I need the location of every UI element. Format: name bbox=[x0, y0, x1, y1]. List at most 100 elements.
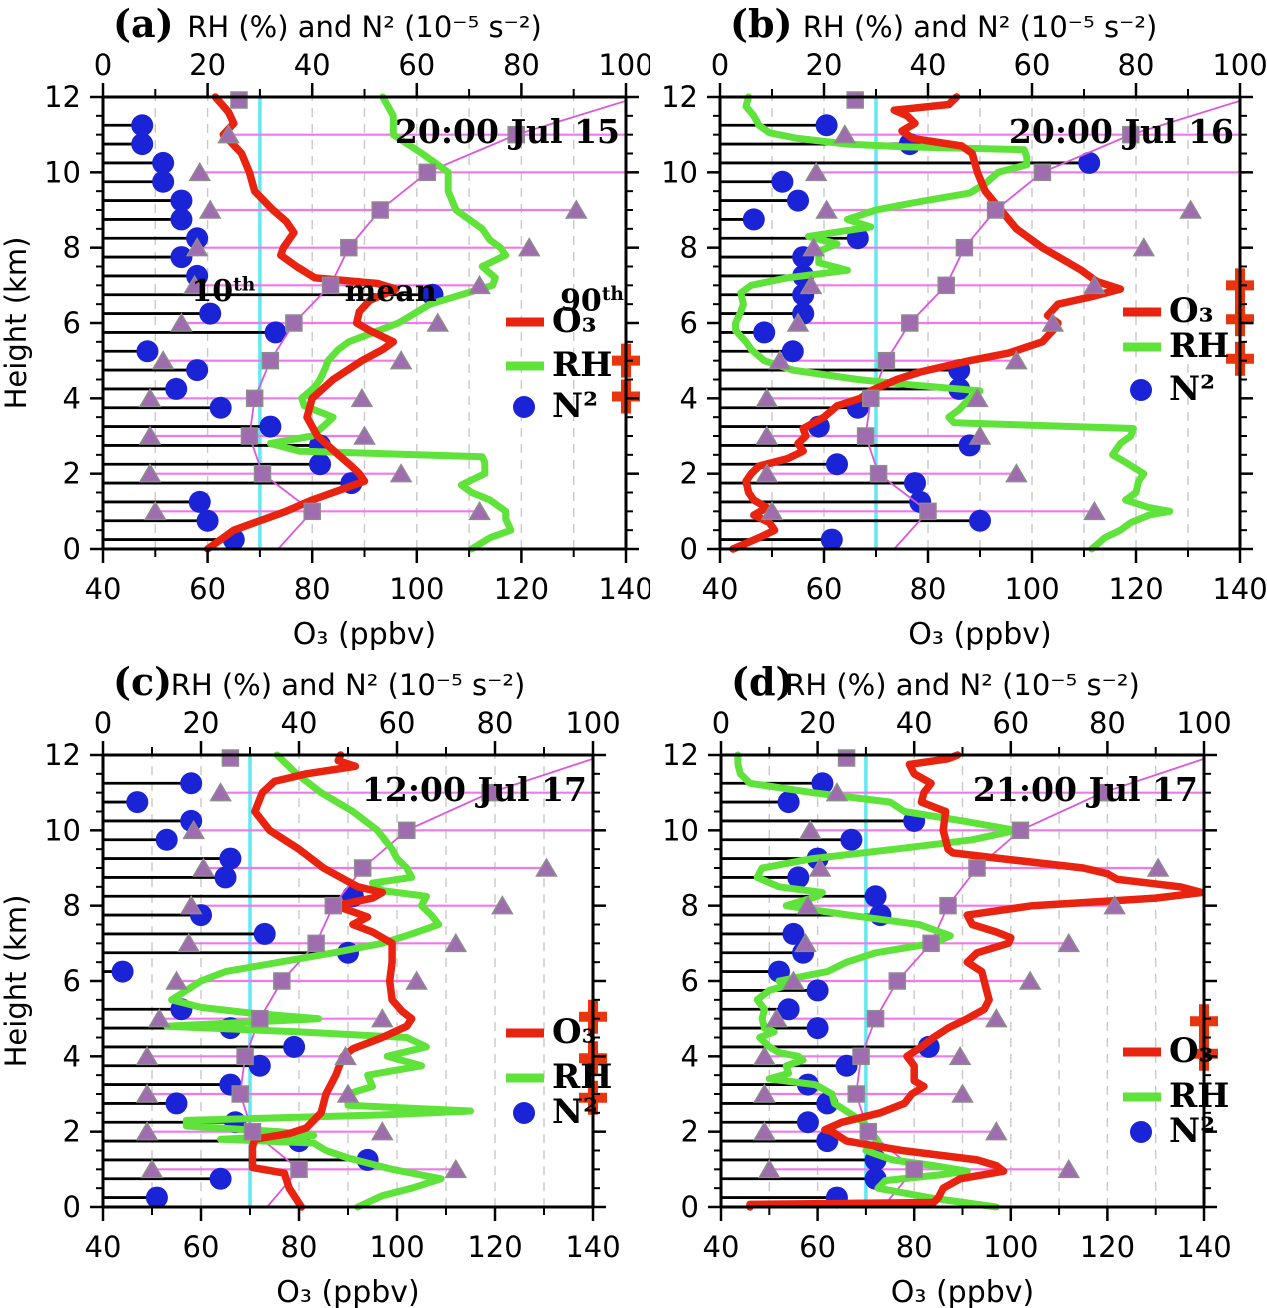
legend-o3-label: O₃ bbox=[552, 301, 597, 341]
p10-triangle bbox=[209, 782, 232, 802]
p90-triangle bbox=[468, 500, 491, 521]
p10-triangle bbox=[794, 932, 817, 953]
legend-n2-swatch bbox=[1130, 1121, 1152, 1143]
left-tick-label: 6 bbox=[63, 306, 81, 340]
mean-square bbox=[418, 163, 437, 182]
panel-label: (a) bbox=[113, 1, 174, 46]
percentile-annotation: 90th bbox=[560, 283, 624, 318]
p10-triangle bbox=[753, 1083, 776, 1103]
bottom-tick-label: 60 bbox=[189, 572, 226, 606]
p10-triangle bbox=[138, 425, 162, 445]
left-tick-label: 2 bbox=[63, 1115, 81, 1149]
p90-triangle bbox=[1057, 932, 1081, 953]
legend-rh-label: RH bbox=[552, 1057, 612, 1097]
p90-triangle bbox=[1103, 895, 1126, 915]
p10-triangle bbox=[768, 350, 792, 370]
mean-square bbox=[290, 1160, 308, 1179]
top-tick-label: 80 bbox=[477, 706, 514, 740]
top-tick-label: 100 bbox=[598, 48, 650, 82]
n2-dot bbox=[811, 772, 834, 795]
n2-dot bbox=[131, 114, 154, 137]
n2-dot bbox=[170, 208, 193, 231]
top-tick-label: 80 bbox=[1089, 706, 1126, 740]
mean-square bbox=[852, 1047, 870, 1066]
p90-triangle bbox=[350, 387, 374, 408]
n2-dot bbox=[1078, 151, 1101, 174]
n2-dot bbox=[742, 208, 765, 231]
n2-dot bbox=[782, 922, 805, 945]
p90-triangle bbox=[951, 1083, 974, 1103]
left-tick-label: 8 bbox=[63, 231, 81, 265]
bottom-tick-label: 100 bbox=[1004, 572, 1059, 606]
top-axis-title: RH (%) and N² (10⁻⁵ s⁻²) bbox=[785, 668, 1140, 702]
top-tick-label: 80 bbox=[503, 48, 540, 82]
p10-triangle bbox=[799, 274, 823, 295]
bottom-tick-label: 120 bbox=[1108, 572, 1163, 606]
mean-square bbox=[243, 1122, 262, 1141]
left-tick-label: 10 bbox=[662, 813, 699, 847]
n2-dot bbox=[826, 453, 848, 476]
n2-dot bbox=[214, 866, 237, 889]
bottom-tick-label: 140 bbox=[598, 572, 650, 606]
top-axis-title: RH (%) and N² (10⁻⁵ s⁻²) bbox=[171, 668, 526, 702]
bottom-tick-label: 80 bbox=[281, 1230, 318, 1264]
p90-triangle bbox=[468, 274, 491, 295]
left-tick-label: 2 bbox=[681, 1115, 699, 1149]
legend-o3-label: O₃ bbox=[1169, 1031, 1214, 1071]
n2-dot bbox=[165, 1092, 188, 1115]
p10-triangle bbox=[135, 1083, 159, 1103]
legend-n2-swatch bbox=[1130, 379, 1152, 401]
mean-square bbox=[261, 351, 280, 370]
p90-triangle bbox=[1083, 500, 1106, 521]
left-tick-label: 12 bbox=[661, 80, 698, 114]
n2-dot bbox=[199, 302, 222, 325]
percentile-annotation: 10th bbox=[191, 274, 255, 309]
left-tick-label: 12 bbox=[44, 80, 81, 114]
p10-triangle bbox=[138, 387, 162, 408]
n2-dot bbox=[787, 189, 809, 212]
p10-triangle bbox=[815, 199, 838, 219]
panel-b-chart: 40 60 80 100 120 140 0 20 40 60 80 100 0 2 4 6 8 10 12 RH (… bbox=[661, 1, 1267, 650]
legend-o3-label: O₃ bbox=[552, 1012, 597, 1052]
mean-square-12km bbox=[837, 749, 856, 767]
left-tick-label: 8 bbox=[681, 889, 699, 923]
left-tick-label: 2 bbox=[63, 457, 81, 491]
top-axis-title: RH (%) and N² (10⁻⁵ s⁻²) bbox=[803, 10, 1158, 44]
top-tick-label: 100 bbox=[1176, 706, 1231, 740]
mean-square bbox=[968, 859, 986, 877]
mean-square bbox=[481, 783, 499, 802]
o3-line bbox=[203, 93, 400, 553]
legend-n2-label: N² bbox=[1169, 1111, 1215, 1151]
p10-triangle bbox=[182, 819, 205, 840]
mean-square bbox=[231, 1085, 249, 1103]
bottom-tick-label: 120 bbox=[494, 572, 549, 606]
p90-triangle bbox=[1005, 350, 1028, 370]
top-tick-label: 0 bbox=[94, 706, 112, 740]
n2-dot bbox=[219, 847, 242, 870]
n2-dot bbox=[209, 1167, 232, 1190]
n2-dot bbox=[248, 1054, 271, 1077]
left-tick-label: 6 bbox=[63, 964, 81, 998]
n2-dot bbox=[815, 114, 838, 137]
p90-triangle bbox=[1005, 463, 1028, 483]
left-tick-label: 4 bbox=[63, 381, 81, 415]
p90-triangle bbox=[1132, 237, 1156, 257]
p10-triangle bbox=[148, 1008, 171, 1028]
p90-triangle bbox=[444, 932, 468, 953]
mean-square bbox=[888, 972, 907, 990]
bottom-axis-title: O₃ (ppbv) bbox=[293, 617, 436, 650]
p90-triangle bbox=[389, 463, 413, 483]
p90-triangle bbox=[968, 425, 992, 445]
timestamp: 20:00 Jul 15 bbox=[395, 112, 620, 151]
n2-dot bbox=[253, 922, 276, 945]
legend-o3-label: O₃ bbox=[1169, 291, 1214, 331]
rh-line bbox=[266, 93, 515, 553]
p90-triangle bbox=[535, 857, 558, 877]
bottom-tick-label: 140 bbox=[1212, 572, 1267, 606]
mean-square bbox=[847, 1085, 865, 1103]
mean-square bbox=[919, 502, 937, 521]
legend-n2-swatch bbox=[513, 396, 535, 418]
mean-square bbox=[245, 389, 264, 408]
bottom-tick-label: 60 bbox=[183, 1230, 220, 1264]
p90-triangle bbox=[1018, 970, 1042, 990]
